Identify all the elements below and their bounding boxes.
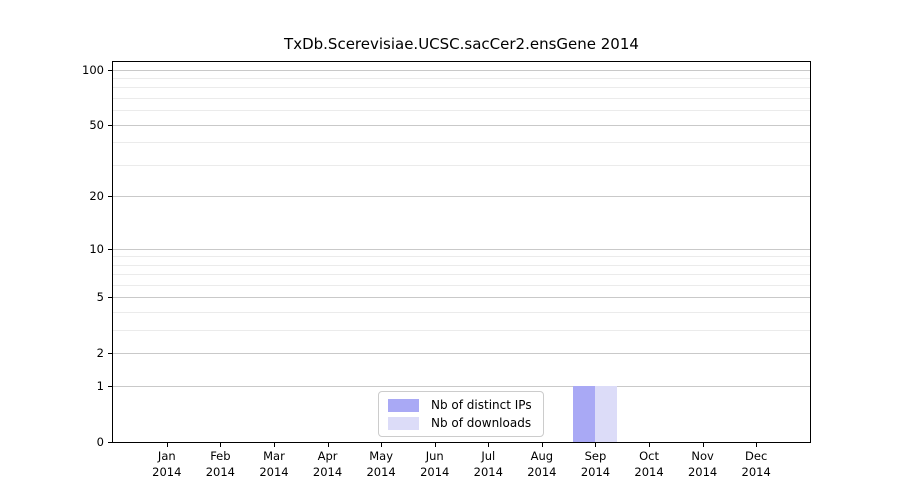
bar-distinct-ips xyxy=(573,386,596,442)
legend-swatch-downloads xyxy=(388,416,419,430)
y-axis-tick-label: 20 xyxy=(89,189,104,204)
x-axis-tick-label: Jan 2014 xyxy=(152,449,182,479)
x-axis-tick-label: Oct 2014 xyxy=(634,449,664,479)
major-gridline xyxy=(113,386,810,388)
bar-downloads xyxy=(595,386,618,442)
x-axis-tick-label: Feb 2014 xyxy=(205,449,236,479)
minor-gridline xyxy=(113,164,810,166)
minor-gridline xyxy=(113,142,810,144)
x-axis-tick xyxy=(756,443,758,447)
y-axis-tick xyxy=(108,196,113,198)
minor-gridline xyxy=(113,256,810,258)
x-axis-tick-label: Dec 2014 xyxy=(741,449,771,479)
legend-item-distinct-ips: Nb of distinct IPs xyxy=(388,397,532,413)
y-axis-tick-label: 0 xyxy=(96,435,104,449)
y-axis-tick xyxy=(108,297,113,299)
legend-item-downloads: Nb of downloads xyxy=(388,415,532,431)
major-gridline xyxy=(113,69,810,71)
minor-gridline xyxy=(113,98,810,100)
plot-area xyxy=(112,61,811,443)
x-axis-tick xyxy=(649,443,651,447)
x-axis-tick xyxy=(327,443,329,447)
x-axis-tick xyxy=(166,443,168,447)
y-axis-tick xyxy=(108,442,113,443)
y-axis-tick xyxy=(108,248,113,250)
minor-gridline xyxy=(113,110,810,112)
x-axis-tick-label: Nov 2014 xyxy=(687,449,718,479)
x-axis-tick-label: Aug 2014 xyxy=(527,449,557,479)
y-axis-tick-label: 2 xyxy=(96,346,104,361)
minor-gridline xyxy=(113,264,810,266)
chart-title: TxDb.Scerevisiae.UCSC.sacCer2.ensGene 20… xyxy=(284,35,639,53)
x-axis-tick xyxy=(273,443,275,447)
y-axis-tick xyxy=(108,386,113,388)
x-axis-tick xyxy=(541,443,543,447)
x-axis-tick xyxy=(595,443,597,447)
legend: Nb of distinct IPs Nb of downloads xyxy=(378,391,544,437)
major-gridline xyxy=(113,196,810,198)
minor-gridline xyxy=(113,330,810,332)
x-axis-tick xyxy=(488,443,490,447)
y-axis-tick-label: 1 xyxy=(96,379,104,394)
x-axis-tick-label: Jul 2014 xyxy=(473,449,503,479)
major-gridline xyxy=(113,124,810,126)
x-axis-tick xyxy=(434,443,436,447)
x-axis-tick xyxy=(702,443,704,447)
y-axis-tick-label: 10 xyxy=(89,241,104,256)
minor-gridline xyxy=(113,274,810,276)
x-axis-tick-label: Apr 2014 xyxy=(312,449,343,479)
gridlines-layer xyxy=(113,62,810,442)
x-axis-tick-label: Jun 2014 xyxy=(420,449,450,479)
legend-label-downloads: Nb of downloads xyxy=(431,416,532,430)
x-axis-tick-label: Sep 2014 xyxy=(580,449,611,479)
y-axis-tick-label: 5 xyxy=(96,290,104,305)
x-axis-tick xyxy=(220,443,222,447)
minor-gridline xyxy=(113,284,810,286)
y-axis-tick xyxy=(108,124,113,126)
y-axis-tick xyxy=(108,69,113,71)
minor-gridline xyxy=(113,312,810,314)
major-gridline xyxy=(113,297,810,299)
major-gridline xyxy=(113,248,810,250)
legend-swatch-distinct-ips xyxy=(388,398,419,412)
major-gridline xyxy=(113,353,810,355)
legend-label-distinct-ips: Nb of distinct IPs xyxy=(431,398,532,412)
y-axis-tick-label: 100 xyxy=(82,62,104,77)
y-axis-tick xyxy=(108,353,113,355)
bars-layer xyxy=(113,62,810,442)
x-axis-tick xyxy=(381,443,383,447)
x-axis-tick-label: May 2014 xyxy=(366,449,396,479)
minor-gridline xyxy=(113,78,810,80)
minor-gridline xyxy=(113,87,810,89)
y-axis-tick-label: 50 xyxy=(89,117,104,132)
x-axis-tick-label: Mar 2014 xyxy=(259,449,289,479)
